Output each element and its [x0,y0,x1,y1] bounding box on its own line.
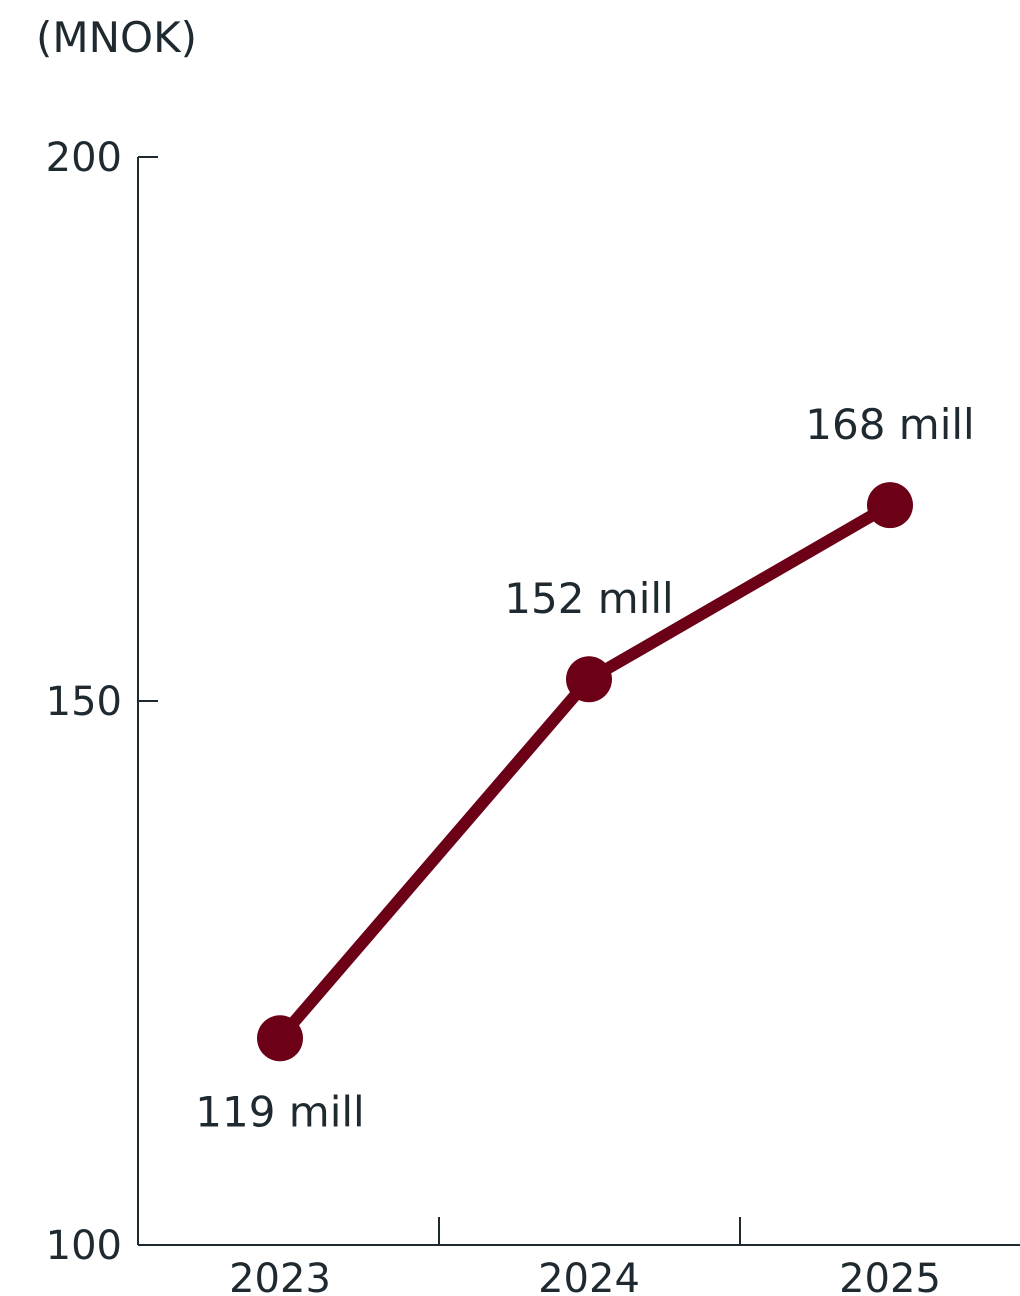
data-point [566,656,612,703]
x-tick-label: 2025 [839,1256,941,1296]
x-tick-label: 2024 [538,1256,640,1296]
series-points [257,482,913,1062]
data-point [867,482,913,529]
y-tick-label: 100 [46,1223,122,1269]
data-label: 152 mill [504,574,673,623]
data-labels: 119 mill 152 mill 168 mill [195,400,974,1136]
axes [137,156,1020,1246]
data-label: 168 mill [805,400,974,449]
data-label: 119 mill [195,1087,364,1136]
y-tick-label: 150 [46,679,122,725]
x-tick-label: 2023 [229,1256,331,1296]
data-point [257,1015,303,1062]
y-tick-labels: 200 150 100 [46,135,122,1269]
y-tick-label: 200 [46,135,122,181]
x-tick-labels: 2023 2024 2025 [229,1256,941,1296]
unit-label: (MNOK) [36,13,197,62]
